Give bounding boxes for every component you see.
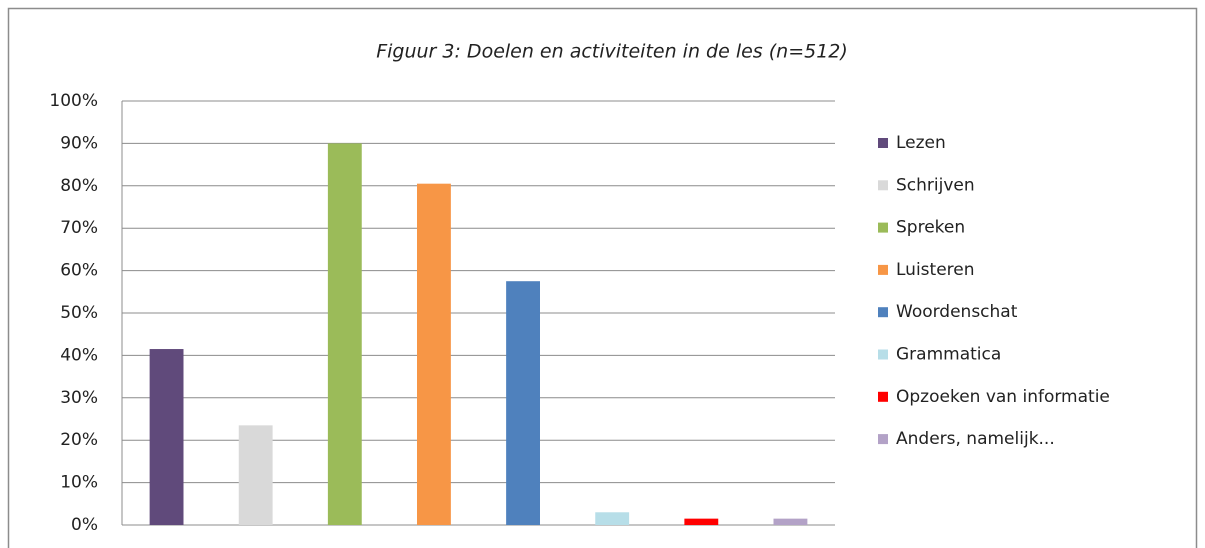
bar [773,518,808,525]
legend-label: Spreken [896,218,965,238]
bar [417,183,451,525]
y-tick-label: 20% [60,430,98,450]
legend-label: Opzoeken van informatie [896,387,1110,407]
y-tick-label: 40% [60,345,98,365]
legend-swatch [878,349,888,360]
legend-swatch [878,307,888,318]
bar [684,518,719,525]
y-tick-label: 60% [60,261,98,281]
y-tick-label: 80% [60,176,98,196]
y-tick-label: 10% [60,473,98,493]
legend-label: Schrijven [896,175,975,195]
chart-title: Figuur 3: Doelen en activiteiten in de l… [376,41,848,63]
legend-swatch [878,138,888,148]
y-tick-label: 70% [60,218,98,238]
y-tick-label: 30% [60,388,98,408]
y-tick-label: 0% [71,515,98,535]
legend-swatch [878,434,888,445]
bar [149,349,184,525]
bar [327,143,362,525]
chart-frame [7,7,1198,548]
legend-label: Woordenschat [896,302,1018,322]
legend-swatch [878,180,888,191]
legend-label: Anders, namelijk... [896,429,1055,449]
bar [595,512,630,525]
y-tick-label: 100% [49,91,98,111]
bar [238,425,273,525]
legend-label: Grammatica [896,345,1001,365]
legend-swatch [878,264,888,275]
legend-swatch [878,222,888,233]
legend-swatch [878,391,888,402]
legend-label: Luisteren [896,260,975,280]
y-tick-label: 90% [60,133,98,153]
legend-label: Lezen [896,133,946,153]
bar [506,281,540,525]
y-tick-label: 50% [60,303,98,323]
